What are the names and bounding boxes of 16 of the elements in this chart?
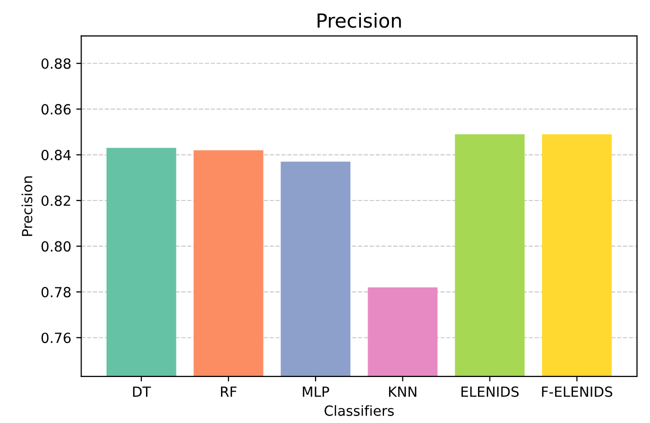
y-tick-label: 0.82	[42, 195, 70, 206]
x-axis-title: Classifiers	[324, 405, 394, 416]
x-tick-label: RF	[221, 386, 236, 397]
x-tick-label: DT	[133, 386, 151, 397]
x-tick-label: ELENIDS	[462, 386, 519, 397]
x-tick-label: MLP	[302, 386, 330, 397]
x-tick-label: KNN	[389, 386, 416, 397]
chart-title: Precision	[318, 12, 401, 28]
y-tick-label: 0.80	[42, 241, 71, 252]
y-tick-label: 0.78	[42, 286, 71, 298]
y-tick-label: 0.88	[42, 58, 71, 69]
y-axis-title: Precision	[22, 176, 32, 236]
y-tick-label: 0.84	[42, 150, 71, 160]
y-tick-label: 0.76	[42, 332, 71, 344]
y-tick-label: 0.86	[42, 104, 71, 115]
x-tick-label: F-ELENIDS	[542, 386, 612, 397]
